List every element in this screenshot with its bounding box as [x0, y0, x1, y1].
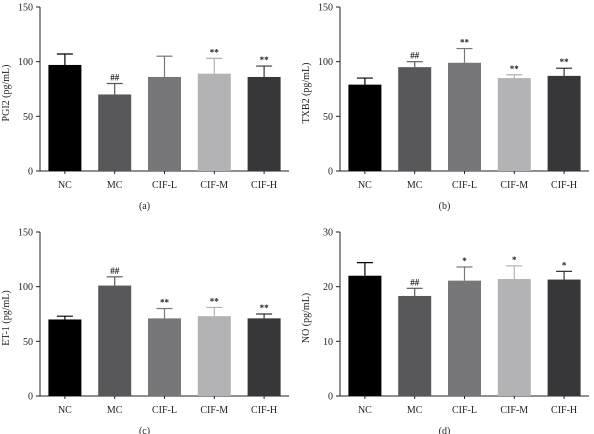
significance-label: ## [110, 73, 120, 83]
bar-cif-h [547, 75, 581, 171]
y-tick-label: 30 [323, 228, 333, 239]
x-tick-label: CIF-L [452, 180, 477, 191]
bar-cif-m [197, 73, 231, 171]
bar-mc [398, 295, 432, 396]
bar-cif-m [497, 279, 531, 396]
x-tick-label: CIF-H [251, 180, 277, 191]
significance-label: ** [210, 47, 220, 57]
significance-label: * [512, 255, 517, 265]
x-tick-label: CIF-M [500, 405, 528, 416]
y-tick-label: 20 [323, 282, 333, 293]
bar-cif-h [247, 318, 281, 396]
x-tick-label: MC [407, 180, 423, 191]
x-tick-label: NC [58, 180, 72, 191]
panel-label: (a) [139, 201, 150, 212]
y-tick-label: 150 [318, 3, 333, 14]
x-tick-label: CIF-H [251, 405, 277, 416]
significance-label: ** [160, 298, 170, 308]
x-tick-label: MC [107, 405, 123, 416]
y-tick-label: 0 [28, 392, 33, 403]
y-axis-title: ET-1 (pg/mL) [1, 290, 12, 345]
significance-label: ## [110, 266, 120, 276]
panel-label: (c) [139, 426, 150, 434]
bar-cif-l [448, 280, 481, 396]
y-tick-label: 100 [318, 57, 333, 68]
bar-nc [48, 64, 82, 171]
chart-panel-4: 0 10 20 30 NO (pg/mL) NC ## MC * CIF-L * CIF-M * CIF-… [301, 228, 589, 434]
y-tick-label: 100 [18, 282, 33, 293]
y-axis-title: TXB2 (pg/mL) [301, 63, 312, 124]
bar-mc [98, 94, 132, 171]
bar-cif-m [497, 78, 531, 171]
y-tick-label: 0 [328, 392, 333, 403]
x-tick-label: NC [358, 405, 372, 416]
y-axis-title: NO (pg/mL) [301, 293, 312, 343]
x-tick-label: CIF-L [152, 405, 177, 416]
chart-panel-2: 0 50 100 150 TXB2 (pg/mL) NC ## MC ** CIF-L ** CIF-… [301, 3, 589, 212]
y-tick-label: 100 [18, 57, 33, 68]
x-tick-label: CIF-M [200, 180, 228, 191]
significance-label: ** [260, 303, 270, 313]
significance-label: * [462, 256, 467, 266]
y-axis-title: PGI2 (pg/mL) [1, 65, 12, 122]
x-tick-label: NC [358, 180, 372, 191]
significance-label: ** [510, 64, 520, 74]
significance-label: ## [410, 51, 420, 61]
significance-label: ## [410, 277, 420, 287]
bar-cif-l [448, 62, 481, 172]
bar-mc [98, 285, 132, 396]
bar-cif-l [148, 318, 181, 396]
x-tick-label: MC [107, 180, 123, 191]
significance-label: ** [210, 296, 220, 306]
bar-nc [348, 275, 382, 396]
y-tick-label: 150 [18, 3, 33, 14]
significance-label: ** [560, 57, 570, 67]
y-tick-label: 50 [23, 337, 33, 348]
significance-label: ** [460, 38, 470, 48]
bar-mc [398, 67, 432, 171]
x-tick-label: CIF-M [500, 180, 528, 191]
panel-label: (d) [439, 426, 451, 434]
significance-label: * [562, 260, 567, 270]
chart-panel-1: 0 50 100 150 PGI2 (pg/mL) NC ## MC CIF-L ** CIF-M *… [1, 3, 289, 212]
y-tick-label: 0 [328, 167, 333, 178]
y-tick-label: 150 [18, 228, 33, 239]
bar-cif-l [148, 76, 181, 171]
x-tick-label: CIF-L [152, 180, 177, 191]
significance-label: ** [260, 55, 270, 65]
panel-label: (b) [439, 201, 451, 212]
bar-nc [48, 319, 82, 396]
y-tick-label: 0 [28, 167, 33, 178]
y-tick-label: 50 [323, 112, 333, 123]
x-tick-label: NC [58, 405, 72, 416]
y-tick-label: 10 [323, 337, 333, 348]
bar-cif-m [197, 316, 231, 396]
x-tick-label: CIF-L [452, 405, 477, 416]
bar-cif-h [247, 76, 281, 171]
x-tick-label: CIF-M [200, 405, 228, 416]
bar-cif-h [547, 279, 581, 396]
x-tick-label: CIF-H [551, 405, 577, 416]
x-tick-label: MC [407, 405, 423, 416]
y-tick-label: 50 [23, 112, 33, 123]
x-tick-label: CIF-H [551, 180, 577, 191]
chart-panel-3: 0 50 100 150 ET-1 (pg/mL) NC ## MC ** CIF-L ** CIF-… [1, 228, 289, 434]
bar-nc [348, 84, 382, 171]
